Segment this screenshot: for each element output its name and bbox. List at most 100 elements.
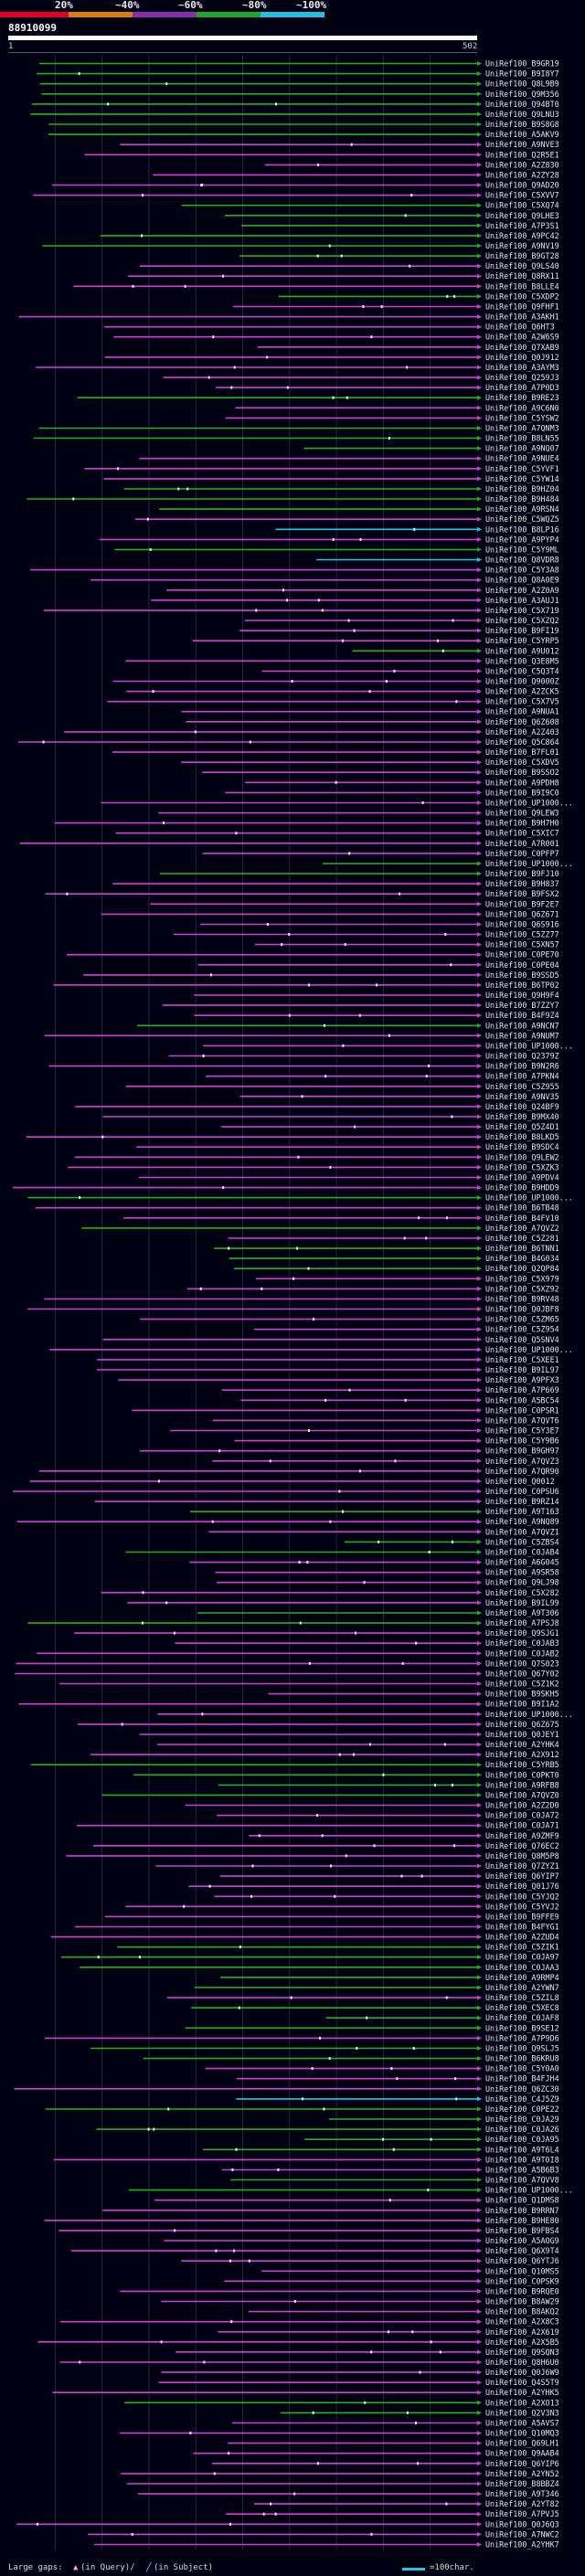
hit-label: UniRef100_Q5C864 [485,737,559,747]
hit-row: UniRef100_C5XZK3 [68,1162,559,1171]
gap-marker-icon [229,2259,231,2263]
hit-label: UniRef100_Q7ZYZ1 [485,1861,559,1871]
hit-label: UniRef100_C0PKT0 [485,1770,559,1779]
hit-arrow-icon [477,162,482,167]
hit-arrow-icon [477,1084,482,1089]
hit-label: UniRef100_B4G034 [485,1254,559,1263]
hit-label: UniRef100_B4FJH4 [485,2074,559,2083]
hit-arrow-icon [477,759,482,765]
hit-label: UniRef100_A9NV35 [485,1092,559,1101]
hit-arrow-icon [477,1043,482,1048]
gap-marker-icon [328,2057,331,2061]
gap-marker-icon [415,1641,418,1645]
hit-label: UniRef100_A2W6S9 [485,333,559,342]
hit-row: UniRef100_C0JA95 [304,2135,559,2144]
hit-row: UniRef100_B9RQE0 [120,2286,559,2295]
hit-row: UniRef100_A9RSN4 [159,504,559,514]
gap-marker-icon [307,1267,310,1270]
gap-marker-icon [409,264,411,268]
hit-label: UniRef100_Q9SJG1 [485,1628,559,1638]
hit-arrow-icon [477,506,482,512]
hit-arrow-icon [477,2521,482,2527]
gap-marker-icon [370,2350,373,2354]
gap-marker-icon [293,2492,296,2496]
gap-marker-icon [274,2512,277,2516]
hit-row: UniRef100_B4FJH4 [236,2074,559,2083]
hit-arrow-icon [477,1407,482,1413]
hit-row: UniRef100_C5ZZ77 [173,930,559,939]
hit-arrow-icon [477,952,482,958]
hit-label: UniRef100_A9T306 [485,1608,559,1617]
gap-marker-icon [293,2300,296,2303]
hit-row: UniRef100_A9PYP4 [99,535,559,544]
hit-row: UniRef100_Q0012 [29,1477,555,1486]
legend-label-100: ~100% [296,0,327,11]
hit-label: UniRef100_A2Z403 [485,727,559,737]
hit-label: UniRef100_Q0J912 [485,353,559,362]
hit-arrow-icon [477,1550,482,1554]
hit-arrow-icon [477,578,482,583]
hit-arrow-icon [477,253,482,259]
gap-marker-icon [228,2452,230,2455]
hit-arrow-icon [477,1205,482,1211]
hit-arrow-icon [477,1074,482,1079]
hit-row: UniRef100_C5XZQ2 [244,616,559,625]
gap-marker-icon [346,396,348,399]
hit-label: UniRef100_B9GT28 [485,251,559,260]
hit-label: UniRef100_A9NQ07 [485,444,559,453]
hit-label: UniRef100_C5XQ74 [485,201,559,210]
hit-label: UniRef100_Q8H6U0 [485,2358,559,2367]
hit-label: UniRef100_C0PFP7 [485,849,559,858]
hit-label: UniRef100_Q6ZC30 [485,2084,559,2094]
hit-arrow-icon [477,1823,482,1829]
hit-arrow-icon [477,2208,482,2213]
hit-arrow-icon [477,273,482,279]
hit-label: UniRef100_Q24BF9 [485,1102,559,1111]
hit-arrow-icon [477,456,482,461]
gap-marker-icon [321,609,324,612]
hit-arrow-icon [477,598,482,603]
gap-marker-icon [324,1398,327,1402]
hit-label: UniRef100_Q9LEW2 [485,1152,559,1161]
hit-arrow-icon [477,2198,482,2203]
hit-row: UniRef100_Q4S5T9 [158,2378,559,2387]
hit-arrow-icon [477,1337,482,1342]
hit-arrow-icon [477,1945,482,1950]
hit-row: UniRef100_A2XO13 [123,2398,559,2407]
gap-marker-icon [238,2006,240,2009]
hit-row: UniRef100_B8LP16 [275,525,559,534]
hit-label: UniRef100_C5Q3T4 [485,666,559,675]
hit-label: UniRef100_B9I8Y7 [485,69,559,79]
hit-row: UniRef100_Q10MQ3 [120,2429,559,2438]
hit-row: UniRef100_Q6HT3 [104,323,555,332]
hit-arrow-icon [477,2086,482,2092]
hit-row: UniRef100_B9FFE9 [104,1912,559,1921]
hit-row: UniRef100_B8AW29 [161,2297,559,2306]
scale-label: =100char. [430,2563,474,2572]
hit-label: UniRef100_Q1DMS8 [485,2196,559,2205]
gap-marker-icon [324,1075,327,1078]
gap-marker-icon [107,102,110,106]
hit-row: UniRef100_Q2379Z [168,1052,559,1061]
hit-row: UniRef100_C5X7V5 [107,697,559,706]
hit-label: UniRef100_C0PSR1 [485,1405,559,1415]
gap-marker-icon [302,2097,304,2101]
hit-arrow-icon [477,1297,482,1301]
gap-marker-icon [167,2107,170,2111]
hit-label: UniRef100_A2YHK7 [485,2540,559,2549]
gap-marker-icon [208,1884,211,1888]
gap-marker-icon [323,1023,325,1027]
hit-row: UniRef100_A9PC42 [100,231,559,240]
hit-row: UniRef100_Q6Z608 [186,717,559,726]
hit-row: UniRef100_C0PE70 [66,950,559,959]
gap-marker-icon [222,1186,225,1190]
hit-label: UniRef100_A2YHK4 [485,1740,559,1749]
hit-arrow-icon [477,1033,482,1038]
hit-label: UniRef100_A9ZMF9 [485,1831,559,1840]
hit-row: UniRef100_B9H837 [112,879,559,888]
hit-row: UniRef100_C5Z1K2 [59,1680,559,1689]
hit-label: UniRef100_C5Y9B6 [485,1436,559,1446]
hit-arrow-icon [477,395,482,400]
hit-label: UniRef100_C5XN57 [485,940,559,949]
hit-row: UniRef100_A9C6N0 [235,403,559,412]
